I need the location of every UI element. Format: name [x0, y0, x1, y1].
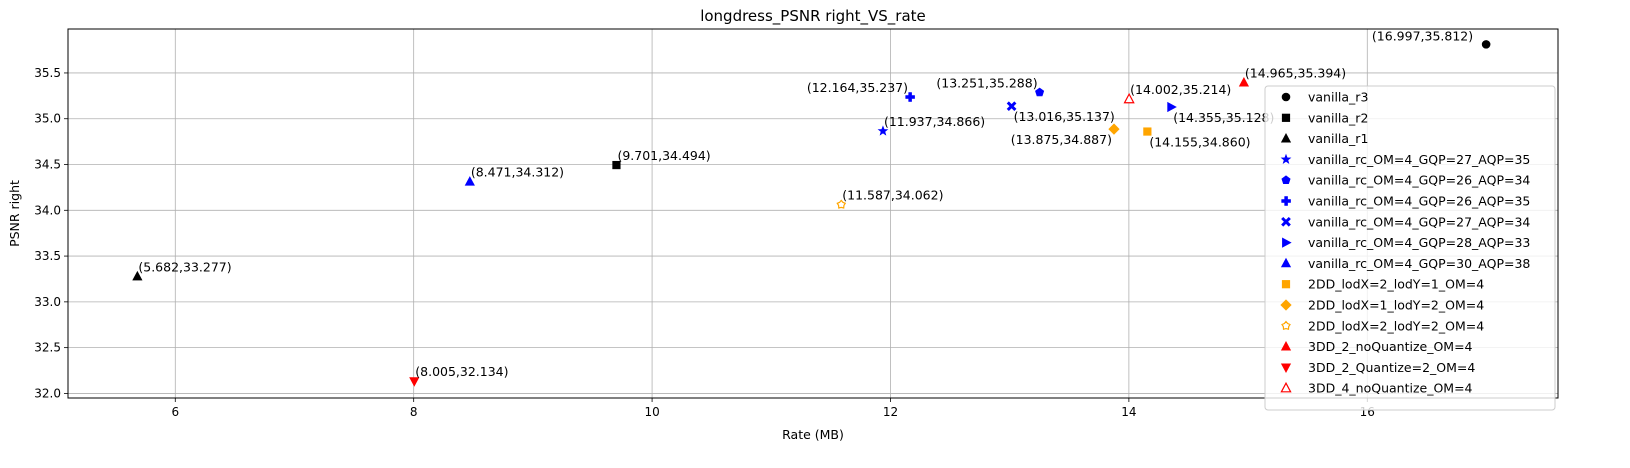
data-point	[1123, 92, 1135, 104]
axis-ticks: 6 8 10 12 14 1632.032.533.033.534.034.535.035…	[34, 66, 1375, 419]
data-label: (8.471,34.312)	[471, 165, 564, 180]
x-tick-label: 10	[644, 405, 659, 419]
data-label: (14.355,35.128)	[1173, 110, 1274, 125]
legend-box	[1264, 85, 1556, 411]
data-label: (13.016,35.137)	[1014, 109, 1115, 124]
legend-label: 3DD_4_noQuantize_OM=4	[1308, 381, 1473, 396]
legend-marker	[1281, 216, 1291, 227]
legend-marker	[1280, 299, 1292, 311]
data-point	[464, 176, 475, 186]
legend-marker	[1280, 132, 1292, 143]
data-label: (5.682,33.277)	[138, 259, 231, 274]
legend-label: vanilla_r2	[1308, 110, 1368, 125]
legend-marker	[1281, 92, 1291, 102]
legend: vanilla_r3 vanilla_r2 vanilla_r1 vanilla_rc…	[1264, 85, 1556, 411]
x-tick-label: 6	[171, 405, 179, 419]
data-label: (9.701,34.494)	[617, 148, 710, 163]
data-label: (11.937,34.866)	[884, 114, 985, 129]
y-tick-label: 35.5	[34, 66, 61, 80]
data-point	[1481, 40, 1491, 49]
y-tick-label: 33.5	[34, 249, 61, 263]
data-label: (11.587,34.062)	[842, 188, 943, 203]
legend-marker	[1281, 113, 1291, 122]
legend-label: vanilla_rc_OM=4_GQP=27_AQP=34	[1308, 214, 1530, 229]
data-points	[132, 40, 1491, 387]
y-tick-label: 35.0	[34, 112, 61, 126]
data-point	[409, 377, 420, 387]
legend-label: 3DD_2_noQuantize_OM=4	[1308, 339, 1473, 354]
legend-marker	[1281, 175, 1291, 185]
plot-area-frame	[67, 28, 1559, 399]
legend-marker	[1280, 381, 1292, 393]
data-label: (14.002,35.214)	[1130, 82, 1231, 97]
data-point	[612, 160, 621, 170]
data-point	[836, 199, 847, 209]
x-tick-label: 12	[883, 405, 898, 419]
data-point	[1035, 87, 1045, 97]
legend-label: vanilla_r1	[1308, 131, 1368, 146]
legend-label: vanilla_rc_OM=4_GQP=30_AQP=38	[1308, 256, 1530, 271]
y-axis-label: PSNR right	[7, 180, 22, 247]
legend-label: vanilla_rc_OM=4_GQP=26_AQP=35	[1308, 194, 1530, 209]
legend-label: vanilla_rc_OM=4_GQP=28_AQP=33	[1308, 235, 1530, 250]
legend-label: vanilla_r3	[1308, 90, 1368, 105]
x-axis-label: Rate (MB)	[782, 427, 844, 442]
legend-marker	[1281, 320, 1291, 330]
legend-label: 2DD_lodX=1_lodY=2_OM=4	[1308, 298, 1484, 313]
data-label: (12.164,35.237)	[807, 80, 908, 95]
data-label: (8.005,32.134)	[415, 364, 508, 379]
data-label: (13.251,35.288)	[936, 75, 1037, 90]
legend-label: 2DD_lodX=2_lodY=1_OM=4	[1308, 277, 1484, 292]
chart-title: longdress_PSNR right_VS_rate	[700, 7, 926, 26]
legend-label: vanilla_rc_OM=4_GQP=26_AQP=34	[1308, 173, 1530, 188]
legend-label: vanilla_rc_OM=4_GQP=27_AQP=35	[1308, 152, 1530, 167]
x-tick-label: 14	[1121, 405, 1136, 419]
data-point	[877, 125, 889, 136]
data-point	[1167, 101, 1177, 113]
data-point	[1006, 101, 1017, 112]
data-point	[905, 92, 915, 102]
data-label: (16.997,35.812)	[1372, 28, 1473, 43]
data-label: (13.875,34.887)	[1011, 132, 1112, 147]
legend-marker	[1280, 363, 1292, 374]
legend-marker	[1281, 280, 1291, 289]
y-tick-label: 32.5	[34, 341, 61, 355]
x-tick-label: 8	[410, 405, 418, 419]
data-point	[1143, 127, 1152, 136]
data-label: (14.965,35.394)	[1245, 66, 1346, 81]
legend-label: 2DD_lodX=2_lodY=2_OM=4	[1308, 318, 1484, 333]
legend-marker	[1280, 340, 1292, 351]
data-labels: (16.997,35.812) (9.701,34.494) (5.682,33.2…	[138, 28, 1473, 379]
y-tick-label: 34.0	[34, 203, 61, 217]
data-point	[132, 270, 143, 281]
legend-marker	[1280, 153, 1292, 164]
y-tick-label: 34.5	[34, 158, 61, 172]
data-point	[1108, 123, 1120, 135]
data-point	[1238, 77, 1250, 87]
legend-label: 3DD_2_Quantize=2_OM=4	[1308, 360, 1475, 375]
y-tick-label: 33.0	[34, 295, 61, 309]
data-label: (14.155,34.860)	[1149, 135, 1250, 150]
legend-marker	[1280, 257, 1292, 268]
legend-marker	[1281, 196, 1291, 206]
legend-marker	[1282, 237, 1292, 248]
y-tick-label: 32.0	[34, 386, 61, 400]
